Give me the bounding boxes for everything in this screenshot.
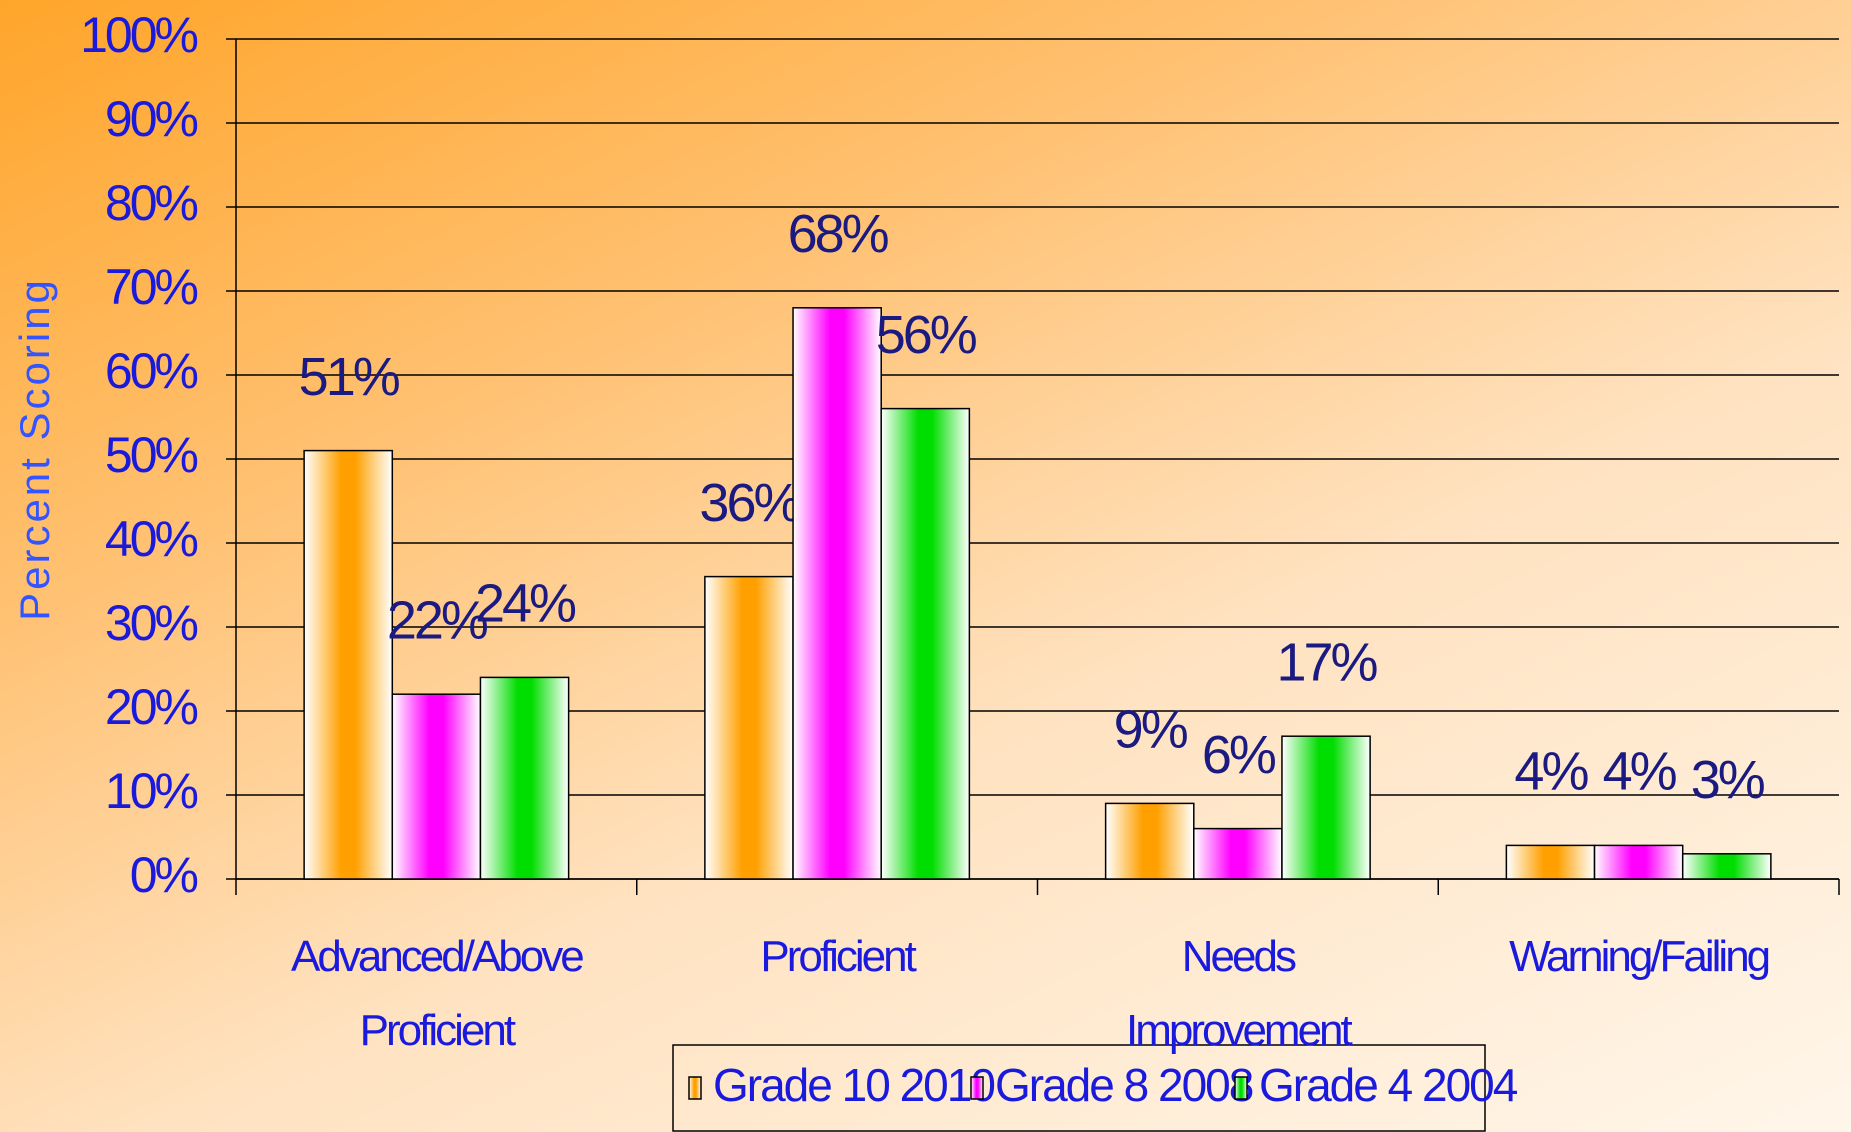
bar bbox=[1593, 844, 1684, 880]
y-tick-label: 10% bbox=[105, 763, 198, 819]
data-label: 24% bbox=[475, 574, 576, 634]
data-label: 51% bbox=[299, 347, 400, 407]
x-tick-label: Proficient bbox=[760, 932, 916, 981]
data-label: 4% bbox=[1514, 742, 1588, 802]
bar bbox=[479, 676, 570, 880]
legend-swatch bbox=[688, 1076, 702, 1100]
y-tick-label: 80% bbox=[105, 175, 198, 231]
bar bbox=[1505, 844, 1596, 880]
bar bbox=[1281, 735, 1371, 880]
data-label: 9% bbox=[1114, 700, 1188, 760]
y-tick-label: 50% bbox=[105, 427, 198, 483]
bar bbox=[880, 407, 971, 880]
legend-swatch bbox=[970, 1076, 984, 1100]
data-label: 36% bbox=[699, 473, 800, 533]
data-label: 6% bbox=[1202, 725, 1276, 785]
legend-label: Grade 8 2008 bbox=[995, 1059, 1253, 1111]
data-label: 56% bbox=[876, 305, 977, 365]
y-tick-label: 100% bbox=[80, 7, 197, 63]
bar bbox=[1104, 802, 1195, 880]
bar bbox=[303, 449, 394, 880]
legend-label: Grade 4 2004 bbox=[1259, 1059, 1518, 1111]
bar bbox=[391, 693, 482, 880]
data-label: 17% bbox=[1276, 632, 1377, 692]
bar bbox=[1193, 827, 1283, 880]
bar bbox=[792, 307, 882, 880]
y-tick-label: 40% bbox=[105, 511, 198, 567]
bar bbox=[704, 575, 794, 880]
legend-box bbox=[672, 1044, 1486, 1132]
y-axis-title: Percent Scoring bbox=[11, 277, 58, 621]
x-tick-label: Advanced/Above Proficient bbox=[291, 932, 585, 1055]
y-tick-label: 0% bbox=[130, 847, 198, 903]
data-label: 22% bbox=[387, 590, 488, 650]
data-label: 4% bbox=[1603, 742, 1677, 802]
data-label: 68% bbox=[788, 204, 889, 264]
y-tick-label: 60% bbox=[105, 343, 198, 399]
y-tick-label: 90% bbox=[105, 91, 198, 147]
legend-swatch bbox=[1234, 1076, 1248, 1100]
y-tick-label: 70% bbox=[105, 259, 198, 315]
data-label: 3% bbox=[1691, 750, 1765, 810]
y-tick-label: 30% bbox=[105, 595, 198, 651]
bar bbox=[1681, 853, 1772, 880]
y-tick-label: 20% bbox=[105, 679, 198, 735]
legend-label: Grade 10 2010 bbox=[713, 1059, 994, 1111]
x-tick-label: Warning/Failing bbox=[1509, 932, 1771, 981]
x-tick-label: Needs Improvement bbox=[1125, 932, 1353, 1055]
